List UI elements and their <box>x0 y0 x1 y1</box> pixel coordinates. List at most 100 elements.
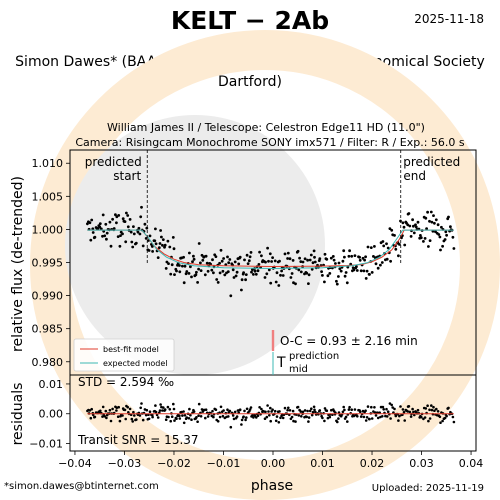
flux-point <box>265 272 269 276</box>
residual-point <box>169 419 172 423</box>
flux-point <box>134 241 138 245</box>
x-tick-label: 0.01 <box>310 457 335 470</box>
residual-point <box>364 419 368 422</box>
flux-point <box>89 238 93 242</box>
flux-point <box>270 260 273 263</box>
residual-point <box>291 409 295 413</box>
flux-point <box>222 257 226 260</box>
residual-point <box>388 402 392 405</box>
flux-point <box>160 235 163 239</box>
flux-point <box>332 258 336 262</box>
residual-point <box>283 406 287 410</box>
flux-point <box>328 272 332 275</box>
flux-point <box>274 280 278 284</box>
residual-point <box>389 417 392 420</box>
flux-point <box>350 254 354 258</box>
flux-point <box>412 231 416 235</box>
flux-point <box>226 270 230 274</box>
flux-point <box>382 244 386 248</box>
flux-point <box>286 251 290 255</box>
flux-point <box>231 268 235 272</box>
residual-point <box>313 408 316 412</box>
residual-point <box>221 414 225 418</box>
residual-point <box>118 419 122 423</box>
flux-point <box>163 243 167 247</box>
flux-point <box>226 255 229 259</box>
residual-point <box>366 405 370 408</box>
x-tick-label: −0.01 <box>207 457 241 470</box>
flux-point <box>119 234 122 238</box>
flux-point <box>389 259 392 263</box>
residual-point <box>416 408 420 412</box>
residual-point <box>275 415 279 418</box>
flux-point <box>348 249 351 253</box>
flux-point <box>178 270 182 274</box>
flux-point <box>212 271 215 275</box>
residual-y-ticks: −0.01 0.00 0.01 <box>29 378 70 451</box>
y-tick-label: 0.985 <box>32 323 64 336</box>
flux-point <box>234 274 238 278</box>
flux-point <box>427 245 430 248</box>
residual-point <box>163 408 167 411</box>
residual-point <box>436 410 440 413</box>
flux-point <box>178 264 181 267</box>
residual-point <box>90 407 93 411</box>
flux-point <box>161 243 164 247</box>
flux-point <box>129 230 133 234</box>
flux-point <box>172 247 176 251</box>
x-ticks: −0.04 −0.03 −0.02 −0.01 0.00 0.01 0.02 0.03 0.04 <box>58 451 483 470</box>
residual-point <box>427 419 430 423</box>
watermark-logo <box>30 30 500 500</box>
flux-point <box>164 267 168 270</box>
snr-text: Transit SNR = 15.37 <box>77 433 199 447</box>
residual-point <box>240 418 244 422</box>
x-tick-label: 0.02 <box>360 457 385 470</box>
residual-point <box>385 415 389 418</box>
flux-point <box>347 254 351 258</box>
flux-point <box>167 262 170 265</box>
residual-point <box>116 415 120 419</box>
residual-point <box>263 417 267 421</box>
y-tick-label: 1.010 <box>32 157 64 170</box>
flux-point <box>124 240 128 244</box>
legend-box <box>73 338 175 372</box>
flux-point <box>190 275 193 279</box>
y-tick-label: 0.980 <box>32 356 64 369</box>
residual-point <box>243 409 246 413</box>
residual-point <box>141 418 145 422</box>
flux-point <box>422 240 425 243</box>
flux-point <box>402 225 406 229</box>
residual-point <box>218 415 222 419</box>
residual-point <box>278 410 281 413</box>
flux-point <box>203 273 207 277</box>
flux-point <box>126 225 130 229</box>
residual-point <box>199 415 203 418</box>
flux-point <box>286 257 289 260</box>
residual-point <box>390 403 394 407</box>
residual-point <box>273 409 277 413</box>
observation-date: 2025-11-18 <box>414 12 484 26</box>
residual-point <box>401 408 405 411</box>
flux-point <box>337 275 340 278</box>
residual-point <box>265 415 269 419</box>
flux-point <box>288 257 292 261</box>
residual-point <box>271 408 274 412</box>
residual-point <box>133 414 136 417</box>
x-tick-label: −0.02 <box>157 457 191 470</box>
residual-point <box>303 409 307 412</box>
residual-point <box>192 410 196 413</box>
x-tick-label: −0.04 <box>58 457 92 470</box>
residual-point <box>214 408 218 412</box>
residual-point <box>245 416 248 419</box>
residual-point <box>238 408 242 412</box>
residual-point <box>365 416 369 419</box>
residual-point <box>188 407 191 411</box>
residual-point <box>305 415 309 419</box>
flux-point <box>439 248 442 252</box>
flux-point <box>90 218 94 222</box>
flux-point <box>249 251 253 254</box>
residual-point <box>147 417 151 421</box>
flux-point <box>323 280 326 284</box>
residual-point <box>411 407 414 411</box>
